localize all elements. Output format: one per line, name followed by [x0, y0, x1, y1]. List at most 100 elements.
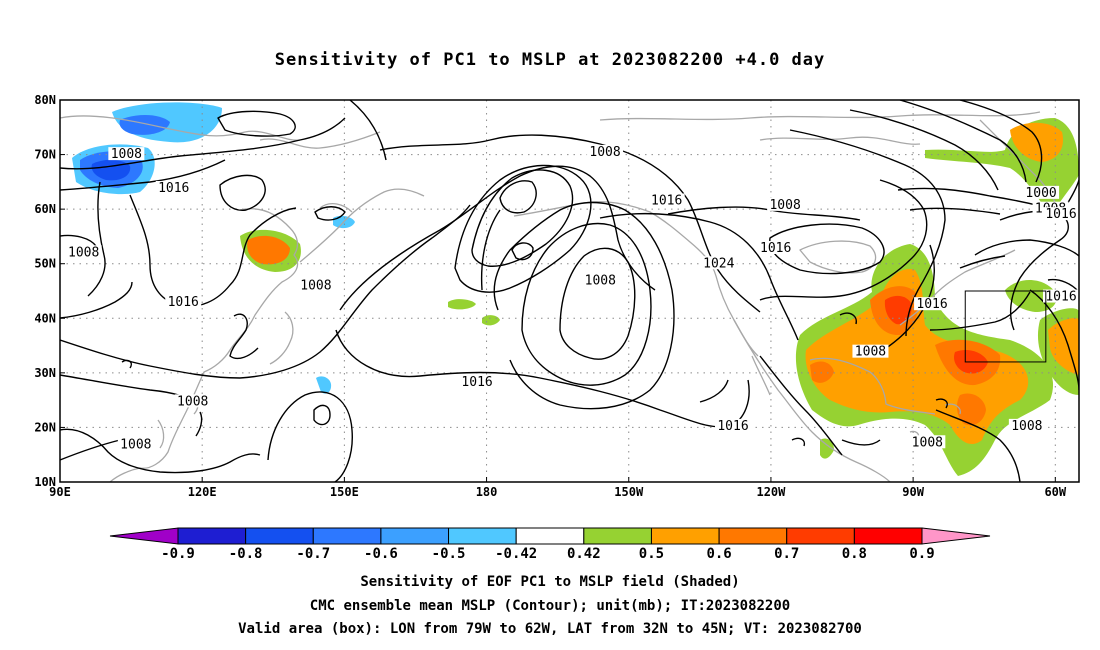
colorbar-swatch [583, 527, 652, 545]
contour-label: 1016 [158, 181, 189, 196]
positive-sensitivity-area [1005, 280, 1057, 312]
colorbar-label: 0.6 [706, 546, 731, 562]
colorbar-swatch [448, 527, 517, 545]
colorbar-swatch [312, 527, 382, 545]
contour-label-bg [117, 437, 154, 451]
mslp-contour [60, 204, 471, 379]
x-tick-label: 90W [902, 485, 924, 499]
contour-label-bg [1023, 185, 1060, 199]
contour-label: 1016 [1045, 207, 1076, 222]
contour-label: 1016 [760, 241, 791, 256]
colorbar-label: 0.7 [774, 546, 799, 562]
contour-label-bg [65, 245, 102, 259]
map-axes: 90E 120E 150E 180 150W 120W 90W 60W 80N 70N 60N 50N… [34, 93, 1067, 499]
y-tick-label: 70N [34, 148, 56, 162]
y-tick-label: 20N [34, 420, 56, 434]
contour-label-bg [297, 278, 334, 292]
positive-sensitivity-area [1048, 318, 1079, 375]
contour-label: 1008 [769, 198, 800, 213]
colorbar-label: -0.7 [296, 546, 330, 562]
contour-label: 1016 [1045, 290, 1076, 305]
caption-valid-area: Valid area (box): LON from 79W to 62W, L… [238, 621, 862, 637]
coastline [809, 357, 936, 415]
x-tick-label: 90E [49, 485, 71, 499]
mslp-contour [229, 313, 259, 360]
sensitivity-shading [72, 102, 1079, 476]
mslp-contour [959, 255, 1006, 269]
mslp-contour [791, 437, 806, 447]
x-tick-label: 120E [188, 485, 217, 499]
mslp-contour [339, 165, 656, 311]
contour-label: 1016 [168, 295, 199, 310]
colorbar-label: -0.9 [161, 546, 195, 562]
positive-sensitivity-area [247, 235, 290, 265]
mslp-contour [841, 439, 881, 446]
contour-label-bg [914, 297, 951, 311]
contour-label-bg [715, 418, 752, 432]
colorbar-label: 0.42 [567, 546, 601, 562]
y-tick-label: 80N [34, 93, 56, 107]
contour-label: 1016 [916, 297, 947, 312]
coastline [751, 355, 771, 396]
colorbar-label: 0.9 [909, 546, 934, 562]
y-tick-label: 10N [34, 475, 56, 489]
colorbar-extend-high [921, 527, 991, 545]
colorbar-label: -0.8 [229, 546, 263, 562]
contour-label-bg [909, 435, 946, 449]
contour-label-bg [108, 147, 145, 161]
coastline [319, 202, 353, 213]
contour-label-bg [155, 180, 192, 194]
colorbar-extend-low [109, 527, 179, 545]
contour-label-bg [459, 375, 496, 389]
contour-label-bg [174, 394, 211, 408]
y-tick-label: 60N [34, 202, 56, 216]
mslp-contour [480, 209, 501, 291]
mslp-contour [511, 242, 534, 261]
mslp-contour [499, 180, 537, 214]
mslp-contour [759, 179, 928, 301]
negative-sensitivity-area [119, 114, 170, 135]
mslp-contour [759, 355, 843, 456]
figure-title: Sensitivity of PC1 to MSLP at 2023082200… [274, 50, 826, 70]
coastline [759, 136, 921, 145]
mslp-contour [60, 234, 97, 247]
contour-label: 1008 [855, 345, 886, 360]
coastline [733, 319, 891, 482]
mslp-contour [217, 110, 296, 137]
positive-sensitivity-area [884, 295, 912, 325]
x-tick-label: 150W [614, 485, 644, 499]
coastline [60, 115, 301, 141]
mslp-contour [121, 359, 132, 369]
contour-label-bg [852, 344, 889, 358]
mslp-contour [839, 312, 857, 325]
contour-label-bg [1008, 418, 1045, 432]
colorbar-swatch [853, 527, 923, 545]
map-frame [59, 99, 1080, 483]
mslp-contour [599, 212, 799, 341]
contour-label: 1008 [585, 274, 616, 289]
positive-sensitivity-area [1010, 122, 1064, 162]
colorbar-swatch [245, 527, 314, 545]
mslp-contour [471, 169, 574, 267]
contour-label: 1016 [717, 419, 748, 434]
positive-sensitivity-area [820, 438, 834, 459]
colorbar-label: 0.5 [639, 546, 664, 562]
contour-label-bg [1043, 289, 1079, 303]
colorbar-swatch [515, 527, 585, 545]
contour-label: 1008 [1011, 419, 1042, 434]
colorbar: -0.9 -0.8 -0.7 -0.6 -0.5 -0.42 0.42 0.5 0.6 0.7 0.… [109, 527, 991, 562]
mslp-contour [935, 398, 948, 409]
x-tick-label: 150E [330, 485, 359, 499]
mslp-contour [349, 100, 387, 161]
y-tick-label: 30N [34, 366, 56, 380]
mslp-contour [959, 100, 1043, 183]
mslp-contour [789, 129, 946, 337]
positive-sensitivity-area [810, 361, 834, 383]
contour-label: 1008 [589, 145, 620, 160]
mslp-contour [909, 207, 1001, 215]
mslp-contour [60, 428, 261, 474]
colorbar-swatch [177, 527, 247, 545]
negative-sensitivity-area [316, 376, 332, 394]
contour-label-bg [587, 144, 624, 158]
colorbar-label: -0.42 [495, 546, 537, 562]
